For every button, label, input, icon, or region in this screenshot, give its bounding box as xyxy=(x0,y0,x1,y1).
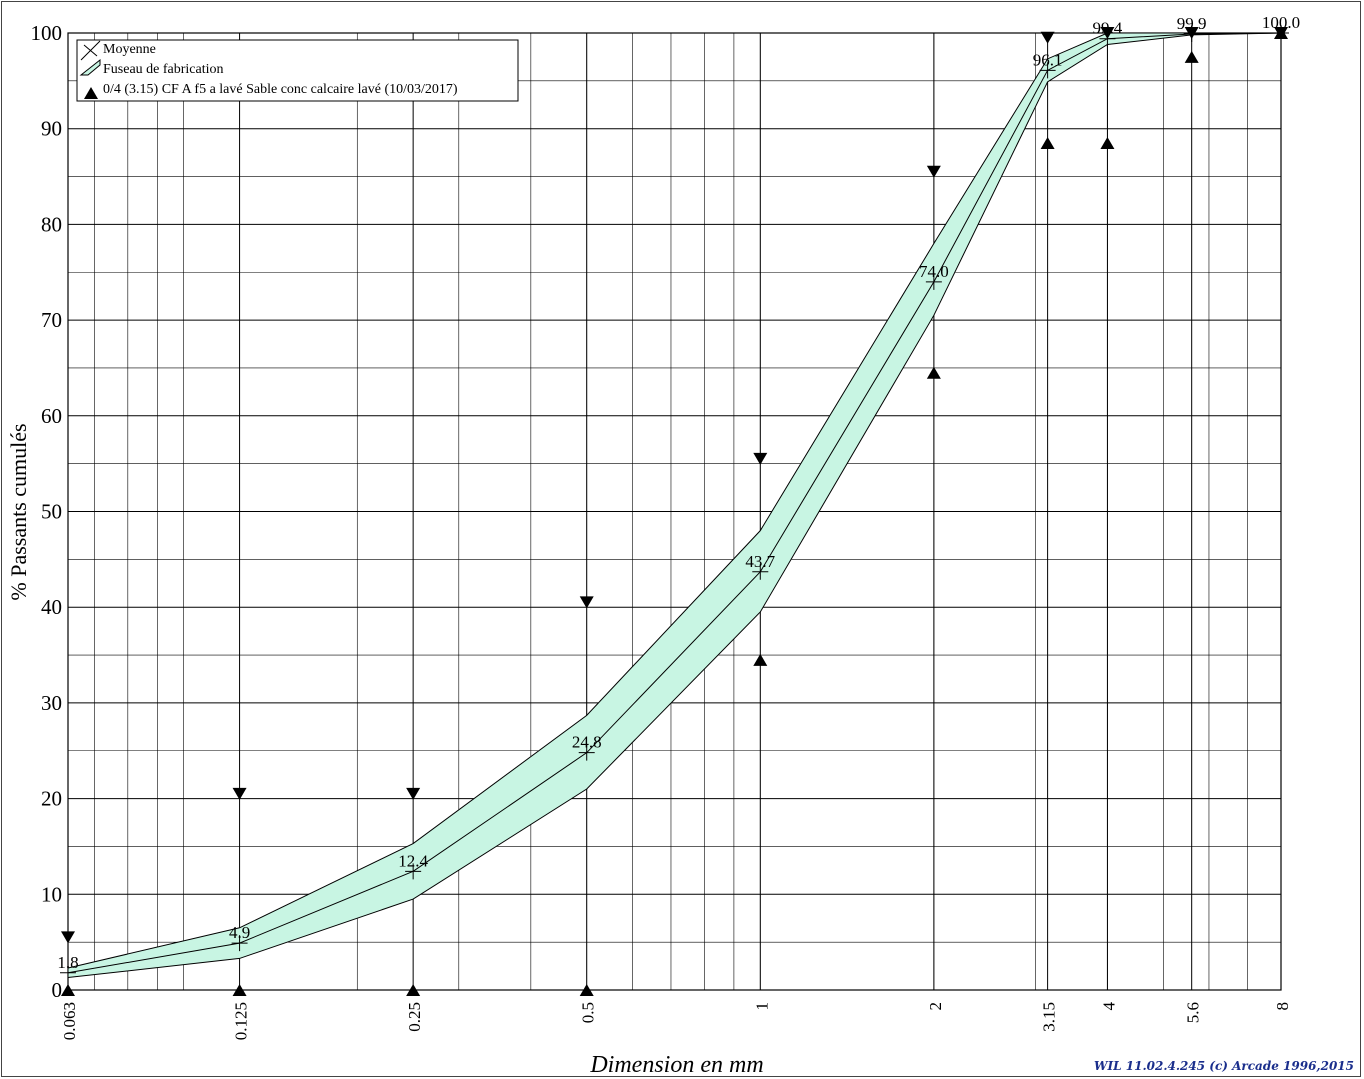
x-tick-label: 3.15 xyxy=(1040,1002,1059,1032)
data-label: 43.7 xyxy=(745,552,775,571)
legend-label-mean: Moyenne xyxy=(103,42,156,57)
y-tick-label: 20 xyxy=(41,787,62,811)
x-tick-label: 0.25 xyxy=(405,1002,424,1032)
spec-upper-marker xyxy=(1040,31,1055,44)
mean-point xyxy=(925,273,942,290)
x-tick-label: 5.6 xyxy=(1184,1002,1203,1023)
spec-lower-marker xyxy=(753,653,768,666)
spec-upper-marker xyxy=(753,452,768,465)
x-tick-label: 0.063 xyxy=(60,1002,79,1040)
y-tick-label: 30 xyxy=(41,691,62,715)
spec-lower-marker xyxy=(1100,137,1115,150)
legend-box xyxy=(76,39,519,102)
band-upper-line xyxy=(67,32,1281,969)
x-tick-label: 0.125 xyxy=(232,1002,251,1040)
x-tick-label: 2 xyxy=(926,1002,945,1011)
footer-credit: WIL 11.02.4.245 (c) Arcade 1996,2015 xyxy=(1094,1059,1354,1073)
spec-lower-marker xyxy=(579,984,594,996)
band-area xyxy=(68,33,1281,978)
spec-upper-marker xyxy=(1100,27,1115,39)
legend-spec-symbol xyxy=(84,87,98,99)
spec-lower-marker xyxy=(1184,50,1199,63)
spec-lower-marker xyxy=(926,366,941,379)
data-label: 96.1 xyxy=(1033,50,1063,69)
mean-point xyxy=(578,744,595,761)
legend-label-band: Fuseau de fabrication xyxy=(103,62,224,77)
spec-lower-marker xyxy=(1274,27,1288,39)
legend-mean-symbol xyxy=(80,40,101,61)
plot-border xyxy=(67,32,1282,991)
spec-upper-marker xyxy=(406,787,421,800)
x-tick-label: 1 xyxy=(752,1002,771,1011)
y-tick-label: 10 xyxy=(41,882,62,906)
mean-point xyxy=(231,935,248,952)
legend-band-symbol xyxy=(79,58,101,76)
y-tick-label: 0 xyxy=(52,978,63,1002)
data-label: 74.0 xyxy=(919,262,949,281)
spec-upper-marker xyxy=(926,165,941,178)
spec-upper-marker xyxy=(61,931,75,944)
x-tick-label: 8 xyxy=(1273,1002,1292,1011)
y-tick-label: 40 xyxy=(41,595,62,619)
x-axis-title: Dimension en mm xyxy=(589,1052,763,1078)
spec-lower-marker xyxy=(232,984,247,996)
y-tick-label: 50 xyxy=(41,500,62,524)
mean-line xyxy=(67,32,1282,974)
y-tick-label: 90 xyxy=(41,117,62,141)
spec-upper-marker xyxy=(579,596,594,609)
data-label: 1.8 xyxy=(57,953,78,972)
x-tick-label: 0.5 xyxy=(579,1002,598,1023)
data-label: 12.4 xyxy=(398,851,428,870)
data-label: 24.8 xyxy=(572,733,602,752)
x-tick-label: 4 xyxy=(1099,1002,1118,1011)
y-tick-label: 60 xyxy=(41,404,62,428)
y-tick-label: 100 xyxy=(31,21,63,45)
mean-point xyxy=(1039,62,1056,79)
y-axis-title: % Passants cumulés xyxy=(6,423,31,600)
y-tick-label: 70 xyxy=(41,308,62,332)
data-label: 99.9 xyxy=(1177,14,1207,33)
mean-point xyxy=(405,863,422,880)
data-label: 4.9 xyxy=(229,923,250,942)
data-label: 100.0 xyxy=(1262,13,1300,32)
band-lower-line xyxy=(67,32,1282,979)
y-tick-label: 80 xyxy=(41,212,62,236)
mean-point xyxy=(60,964,76,981)
legend-label-spec: 0/4 (3.15) CF A f5 a lavé Sable conc cal… xyxy=(103,82,458,97)
spec-lower-marker xyxy=(406,984,421,996)
spec-upper-marker xyxy=(232,787,247,800)
mean-point xyxy=(752,563,769,580)
spec-upper-marker xyxy=(1184,27,1199,39)
spec-lower-marker xyxy=(61,984,75,996)
spec-lower-marker xyxy=(1040,137,1055,150)
